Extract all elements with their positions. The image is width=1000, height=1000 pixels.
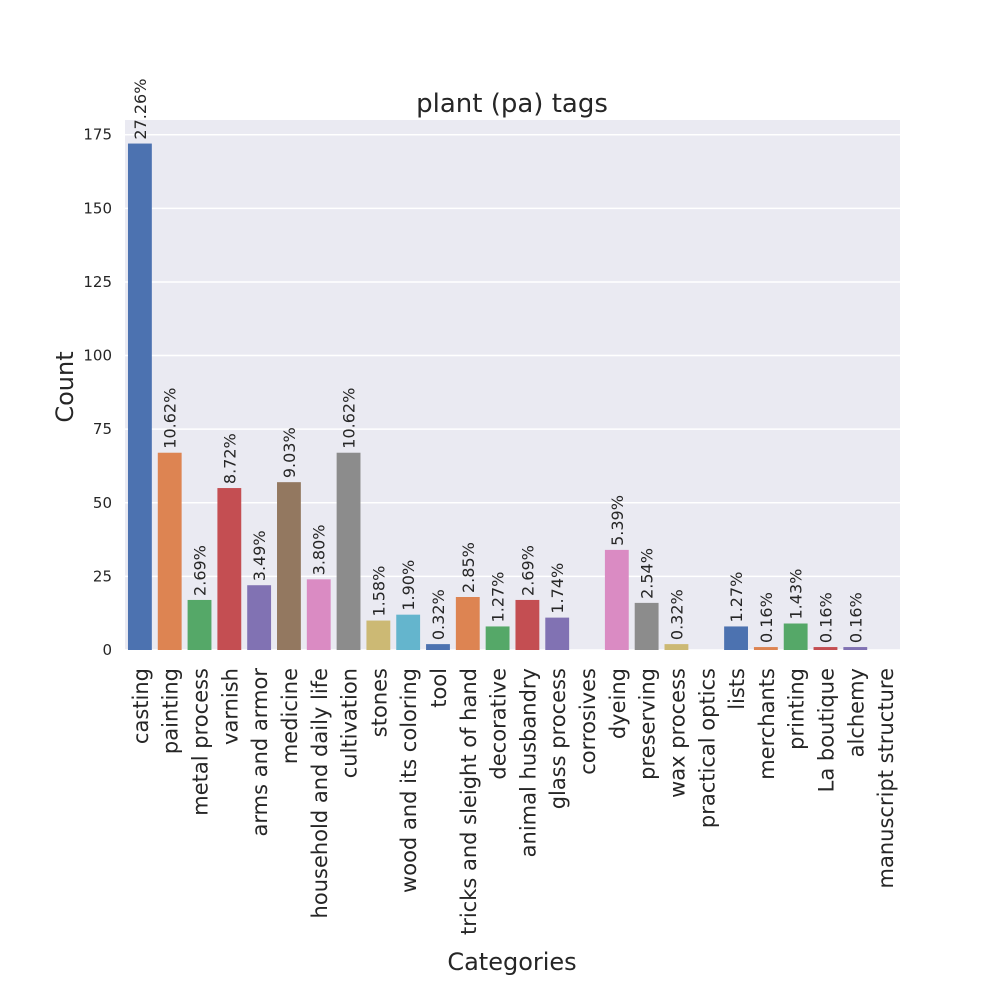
bar <box>843 647 868 650</box>
x-axis-label: Categories <box>447 948 576 976</box>
y-tick-label: 0 <box>102 641 112 659</box>
x-tick-label: painting <box>159 668 183 754</box>
bar <box>545 617 570 650</box>
bar <box>753 647 778 650</box>
y-axis-ticks: 0 25 50 75 100 125 150 175 <box>83 126 112 659</box>
x-tick-label: merchants <box>755 668 779 780</box>
y-tick-label: 25 <box>93 567 112 585</box>
x-tick-label: dyeing <box>606 668 630 739</box>
x-tick-label: La boutique <box>814 668 838 792</box>
x-tick-label: metal process <box>189 668 213 816</box>
x-tick-label: printing <box>785 668 809 750</box>
y-tick-label: 175 <box>83 126 112 144</box>
x-tick-label: wax process <box>665 668 689 798</box>
bar-value-label: 10.62% <box>161 388 180 449</box>
bar-value-label: 3.49% <box>250 530 269 581</box>
bar <box>813 647 838 650</box>
y-tick-label: 100 <box>83 347 112 365</box>
bar <box>396 614 421 650</box>
x-tick-label: decorative <box>487 668 511 780</box>
bar-value-label: 2.85% <box>459 542 478 593</box>
y-tick-label: 50 <box>93 494 112 512</box>
bar <box>336 452 361 650</box>
bar <box>277 482 301 650</box>
x-tick-label: tool <box>427 668 451 708</box>
bar <box>217 488 242 650</box>
x-tick-label: practical optics <box>695 668 719 828</box>
bar-value-label: 27.26% <box>131 79 150 140</box>
bar <box>783 623 808 650</box>
bar-value-label: 1.74% <box>548 563 567 614</box>
bar-value-label: 0.16% <box>757 592 776 643</box>
bar <box>127 143 152 651</box>
bar <box>664 644 689 650</box>
x-tick-label: household and daily life <box>308 668 332 918</box>
x-tick-label: lists <box>725 668 749 710</box>
bar-value-label: 2.69% <box>191 545 210 596</box>
bar <box>485 626 510 650</box>
bar-value-label: 0.32% <box>429 589 448 640</box>
bar <box>306 579 331 650</box>
bar <box>426 644 450 650</box>
y-tick-label: 75 <box>93 420 112 438</box>
bar <box>247 585 272 650</box>
bar <box>455 597 480 650</box>
bar <box>366 620 391 650</box>
bar-value-label: 0.16% <box>816 592 835 643</box>
bar-value-label: 0.32% <box>667 589 686 640</box>
x-tick-label: preserving <box>636 668 660 780</box>
x-axis-ticks: casting painting metal process varnish arms … <box>129 668 898 935</box>
x-tick-label: tricks and sleight of hand <box>457 668 481 935</box>
bar-value-label: 1.27% <box>489 572 508 623</box>
y-tick-label: 150 <box>83 199 112 217</box>
bar <box>604 549 629 650</box>
chart-title: plant (pa) tags <box>416 89 608 119</box>
bars <box>127 143 868 651</box>
y-tick-label: 125 <box>83 273 112 291</box>
bar-value-label: 2.54% <box>638 548 657 599</box>
x-tick-label: glass process <box>546 668 570 809</box>
bar-value-label: 9.03% <box>280 427 299 478</box>
x-tick-label: wood and its coloring <box>397 668 421 893</box>
bar <box>187 599 212 650</box>
bar-value-label: 1.43% <box>787 569 806 620</box>
bar-value-label: 1.90% <box>399 560 418 611</box>
x-tick-label: animal husbandry <box>516 668 540 857</box>
x-tick-label: manuscript structure <box>874 668 898 888</box>
x-tick-label: stones <box>367 668 391 737</box>
x-tick-label: varnish <box>218 668 242 745</box>
bar-value-label: 3.80% <box>310 525 329 576</box>
bar <box>634 602 659 650</box>
bar-value-label: 8.72% <box>220 433 239 484</box>
bar-labels: 27.26% 10.62% 2.69% 8.72% 3.49% 9.03% 3.80% 10.… <box>131 79 865 644</box>
bar-value-label: 10.62% <box>340 388 359 449</box>
y-axis-label: Count <box>51 351 79 422</box>
bar-value-label: 1.58% <box>369 566 388 617</box>
bar-value-label: 2.69% <box>518 545 537 596</box>
x-tick-label: arms and armor <box>248 668 272 837</box>
bar-value-label: 1.27% <box>727 572 746 623</box>
x-tick-label: cultivation <box>338 668 362 778</box>
x-tick-label: alchemy <box>844 668 868 757</box>
bar <box>724 626 748 650</box>
x-tick-label: medicine <box>278 668 302 764</box>
bar <box>157 452 182 650</box>
bar <box>515 599 540 650</box>
bar-value-label: 0.16% <box>846 592 865 643</box>
bar-value-label: 5.39% <box>608 495 627 546</box>
x-tick-label: corrosives <box>576 668 600 775</box>
x-tick-label: casting <box>129 668 153 744</box>
